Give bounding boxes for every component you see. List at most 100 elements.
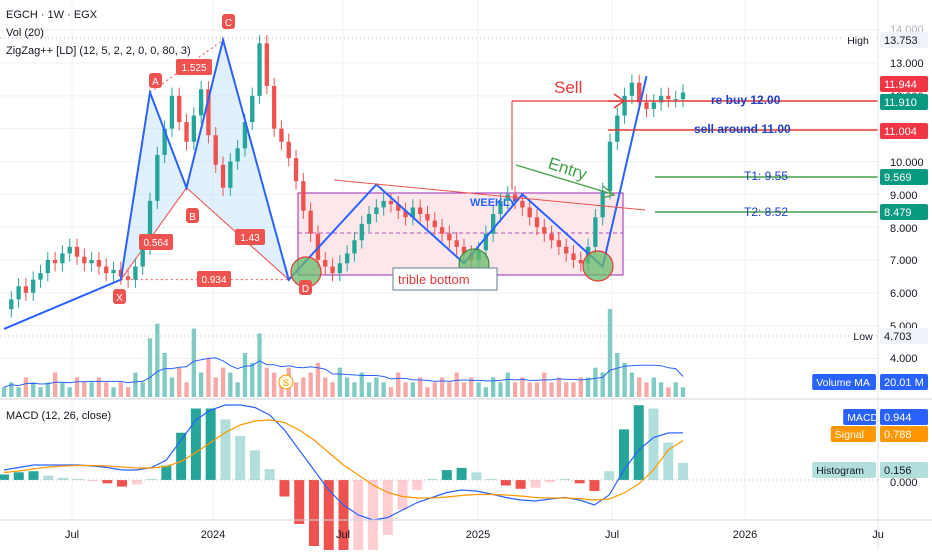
volume-bar-62 xyxy=(454,372,459,397)
candle-body-60 xyxy=(439,227,445,234)
badge-value-bg-3 xyxy=(880,123,928,139)
volume-bar-32 xyxy=(235,382,240,397)
histogram-bar-18 xyxy=(264,469,275,480)
volume-bar-77 xyxy=(564,382,569,397)
time-axis[interactable]: Jul 2024 Jul 2025 Jul 2026 Ju xyxy=(65,529,884,541)
entry-arrow xyxy=(515,164,613,195)
volume-bar-3 xyxy=(23,377,29,397)
volume-bar-91 xyxy=(666,387,671,397)
histogram-bar-26 xyxy=(382,480,393,535)
volume-bar-2 xyxy=(16,387,21,397)
candle-body-51 xyxy=(374,207,379,215)
volume-bar-44 xyxy=(323,377,328,397)
histogram-bar-8 xyxy=(117,480,128,487)
dividend-icon[interactable] xyxy=(278,374,294,390)
candle-body-42 xyxy=(308,210,313,234)
point-x[interactable]: X xyxy=(113,289,126,304)
triple-bottom-label: trible bottom xyxy=(398,272,470,287)
candle-body-90 xyxy=(658,95,664,103)
histogram-bar-19 xyxy=(279,480,290,497)
volume-bar-24 xyxy=(177,367,182,397)
volume-bar-26 xyxy=(191,328,196,397)
volume-bar-82 xyxy=(600,372,605,397)
candle-body-37 xyxy=(271,85,277,129)
candle-body-49 xyxy=(359,223,364,241)
symbol-legend[interactable]: EGCH · 1W · EGX xyxy=(6,9,98,21)
ratio-d-bc-text: 1.43 xyxy=(240,233,260,244)
volume-bar-69 xyxy=(505,372,510,397)
volume-bar-61 xyxy=(447,382,452,397)
candle-body-4 xyxy=(31,279,36,293)
point-a[interactable]: A xyxy=(149,73,162,88)
rebuy-label[interactable]: re buy 12.00 xyxy=(711,93,781,107)
histogram-bar-21 xyxy=(308,480,319,546)
candle-body-52 xyxy=(381,200,386,208)
candle-body-8 xyxy=(60,253,65,264)
candle-body-47 xyxy=(344,253,350,264)
candle-body-40 xyxy=(293,158,299,182)
volume-ma-line xyxy=(3,357,684,388)
histogram-bar-13 xyxy=(190,408,201,480)
volume-bar-8 xyxy=(60,382,65,397)
badge-value-4: 9.569 xyxy=(884,172,912,184)
badge-value-8: 0.944 xyxy=(884,412,912,424)
ratio-b-text: 0.564 xyxy=(143,238,168,249)
candle-body-88 xyxy=(644,102,649,109)
candle-body-11 xyxy=(82,256,87,264)
volume-bar-60 xyxy=(439,377,445,397)
point-b-text: B xyxy=(189,212,196,223)
candle-body-72 xyxy=(527,207,532,218)
volume-bar-15 xyxy=(111,387,116,397)
badge-value-bg-2 xyxy=(880,94,928,110)
badge-value-bg-7 xyxy=(880,374,928,390)
candle-body-18 xyxy=(133,266,138,280)
sell-label[interactable]: Sell xyxy=(554,78,582,97)
ratio-b: 0.564 xyxy=(139,234,173,250)
volume-bar-52 xyxy=(381,382,386,397)
volume-bar-85 xyxy=(622,362,627,397)
t1-label[interactable]: T1: 9.55 xyxy=(744,169,788,183)
weekly-label: WEEKLY xyxy=(470,197,517,209)
resistance-line[interactable] xyxy=(333,179,646,211)
volume-bar-73 xyxy=(534,382,540,397)
price-tick-10: 0.000 xyxy=(890,477,918,489)
volume-bar-1 xyxy=(9,382,14,397)
volume-bar-55 xyxy=(403,382,408,397)
zigzag-legend[interactable]: ZigZag++ [LD] (12, 5, 2, 2, 0, 0, 80, 3) xyxy=(6,45,191,57)
candle-body-44 xyxy=(323,259,328,267)
macd-lines xyxy=(3,404,684,521)
candle-body-5 xyxy=(38,273,43,280)
volume-bar-72 xyxy=(527,382,532,397)
volume-bar-0 xyxy=(1,387,7,397)
macd-legend[interactable]: MACD (12, 26, close) xyxy=(6,410,111,422)
volume-bar-80 xyxy=(585,377,591,397)
volume-bar-20 xyxy=(147,338,153,397)
badge-value-bg-6 xyxy=(880,328,928,344)
candle-body-24 xyxy=(177,95,182,123)
volume-bar-78 xyxy=(571,382,576,397)
point-b[interactable]: B xyxy=(186,208,199,223)
volume-bar-7 xyxy=(52,372,58,397)
histogram-bar-43 xyxy=(633,405,644,480)
t2-label[interactable]: T2: 8.52 xyxy=(744,205,788,219)
volume-bar-89 xyxy=(651,377,656,397)
badge-value-10: 0.156 xyxy=(884,465,912,477)
volume-bar-66 xyxy=(483,387,489,397)
point-d[interactable]: D xyxy=(299,280,312,295)
ratio-c-text: 1.525 xyxy=(181,63,206,74)
volume-bar-12 xyxy=(89,382,94,397)
badge-label-bg-0 xyxy=(843,32,876,48)
badge-value-bg-4 xyxy=(880,169,928,185)
zigzag-line[interactable] xyxy=(3,36,648,330)
point-d-text: D xyxy=(302,284,309,295)
volume-bar-83 xyxy=(607,309,613,397)
triple-bottom-box[interactable] xyxy=(392,267,498,291)
candle-body-74 xyxy=(542,227,547,234)
volume-bar-70 xyxy=(512,382,518,397)
candle-body-20 xyxy=(147,200,153,247)
point-c[interactable]: C xyxy=(222,14,235,29)
sell-around-label[interactable]: sell around 11.00 xyxy=(694,122,791,136)
badge-value-bg-5 xyxy=(880,204,928,220)
volume-legend[interactable]: Vol (20) xyxy=(6,27,44,39)
